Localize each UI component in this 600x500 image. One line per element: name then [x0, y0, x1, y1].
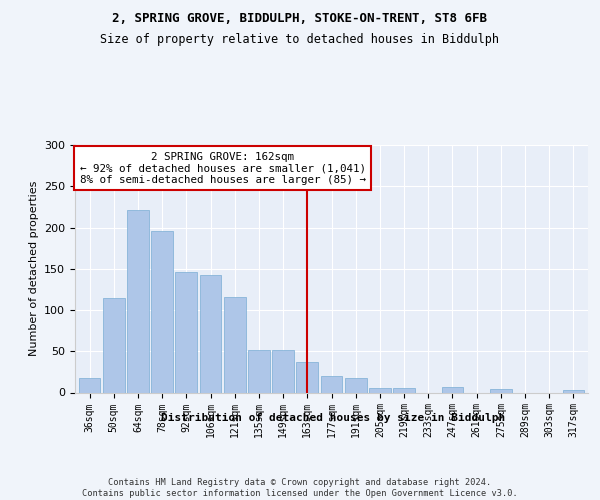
Bar — [103, 298, 125, 392]
Bar — [224, 297, 245, 392]
Bar — [79, 378, 100, 392]
Text: 2, SPRING GROVE, BIDDULPH, STOKE-ON-TRENT, ST8 6FB: 2, SPRING GROVE, BIDDULPH, STOKE-ON-TREN… — [113, 12, 487, 26]
Bar — [272, 350, 294, 393]
Bar — [369, 388, 391, 392]
Bar — [200, 274, 221, 392]
Bar — [296, 362, 318, 392]
Text: Size of property relative to detached houses in Biddulph: Size of property relative to detached ho… — [101, 32, 499, 46]
Text: Contains HM Land Registry data © Crown copyright and database right 2024.
Contai: Contains HM Land Registry data © Crown c… — [82, 478, 518, 498]
Y-axis label: Number of detached properties: Number of detached properties — [29, 181, 38, 356]
Bar — [127, 210, 149, 392]
Bar — [393, 388, 415, 392]
Bar — [248, 350, 270, 393]
Bar — [320, 376, 343, 392]
Text: Distribution of detached houses by size in Biddulph: Distribution of detached houses by size … — [161, 412, 505, 422]
Text: 2 SPRING GROVE: 162sqm
← 92% of detached houses are smaller (1,041)
8% of semi-d: 2 SPRING GROVE: 162sqm ← 92% of detached… — [80, 152, 365, 185]
Bar — [442, 386, 463, 392]
Bar — [175, 272, 197, 392]
Bar — [563, 390, 584, 392]
Bar — [151, 231, 173, 392]
Bar — [345, 378, 367, 392]
Bar — [490, 389, 512, 392]
